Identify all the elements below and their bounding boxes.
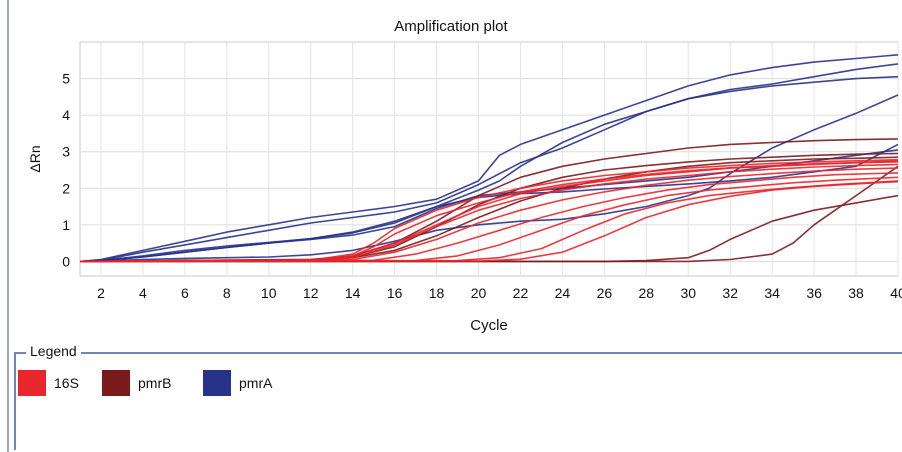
series-line-pmra-1 [79, 63, 899, 263]
x-tick-label: 6 [181, 285, 189, 301]
legend-swatch-16s [18, 370, 46, 396]
x-tick-label: 14 [345, 285, 361, 301]
plot-area [79, 41, 899, 277]
y-tick-label: 3 [62, 144, 70, 160]
y-tick-label: 2 [62, 180, 70, 196]
x-tick-label: 32 [722, 285, 738, 301]
x-tick-label: 26 [597, 285, 613, 301]
legend-panel [14, 352, 902, 450]
series-line-16s-18 [79, 180, 899, 263]
x-tick-label: 10 [261, 285, 277, 301]
x-tick-label: 36 [806, 285, 822, 301]
chart-title: Amplification plot [394, 18, 508, 35]
x-tick-label: 8 [223, 285, 231, 301]
x-tick-label: 4 [139, 285, 147, 301]
x-tick-label: 38 [848, 285, 864, 301]
x-tick-label: 30 [680, 285, 696, 301]
series-lines [79, 54, 899, 263]
legend-item-16s[interactable]: 16S [18, 370, 79, 396]
legend-label-pmrb: pmrB [138, 375, 172, 391]
x-tick-label: 24 [555, 285, 571, 301]
series-line-16s-15 [79, 172, 899, 263]
x-tick-label: 12 [303, 285, 319, 301]
legend-title: Legend [26, 343, 81, 359]
y-axis-label: ΔRn [27, 145, 43, 172]
x-tick-label: 20 [471, 285, 487, 301]
series-line-pmra-0 [79, 54, 899, 263]
series-line-16s-19 [79, 160, 899, 263]
x-axis-ticks: 2 4 6 8 10 12 14 16 18 20 22 24 26 28 30 32 34 36 38 40 [97, 285, 902, 301]
x-tick-label: 40 [890, 285, 902, 301]
series-line-16s-11 [79, 158, 899, 263]
y-tick-label: 0 [62, 253, 70, 269]
legend-label-pmra: pmrA [239, 375, 273, 391]
x-tick-label: 2 [97, 285, 105, 301]
y-axis-ticks: 0 1 2 3 4 5 [62, 71, 70, 270]
x-tick-label: 18 [429, 285, 445, 301]
legend-item-pmrb[interactable]: pmrB [102, 370, 171, 396]
left-frame-rule [7, 0, 9, 452]
y-tick-label: 4 [62, 107, 70, 123]
x-axis-label: Cycle [470, 317, 508, 334]
y-tick-label: 1 [62, 217, 70, 233]
x-tick-label: 22 [513, 285, 529, 301]
series-line-16s-13 [79, 163, 899, 263]
legend-item-pmra[interactable]: pmrA [203, 370, 272, 396]
legend-swatch-pmra [203, 370, 231, 396]
x-tick-label: 16 [387, 285, 403, 301]
series-line-16s-14 [79, 167, 899, 263]
y-tick-label: 5 [62, 71, 70, 87]
series-line-pmra-4 [79, 94, 899, 263]
series-line-pmrb-10 [80, 165, 899, 263]
legend-label-16s: 16S [54, 375, 79, 391]
x-tick-label: 34 [764, 285, 780, 301]
x-tick-label: 28 [639, 285, 655, 301]
grid [80, 42, 899, 276]
series-line-16s-16 [79, 176, 899, 263]
legend-swatch-pmrb [102, 370, 130, 396]
